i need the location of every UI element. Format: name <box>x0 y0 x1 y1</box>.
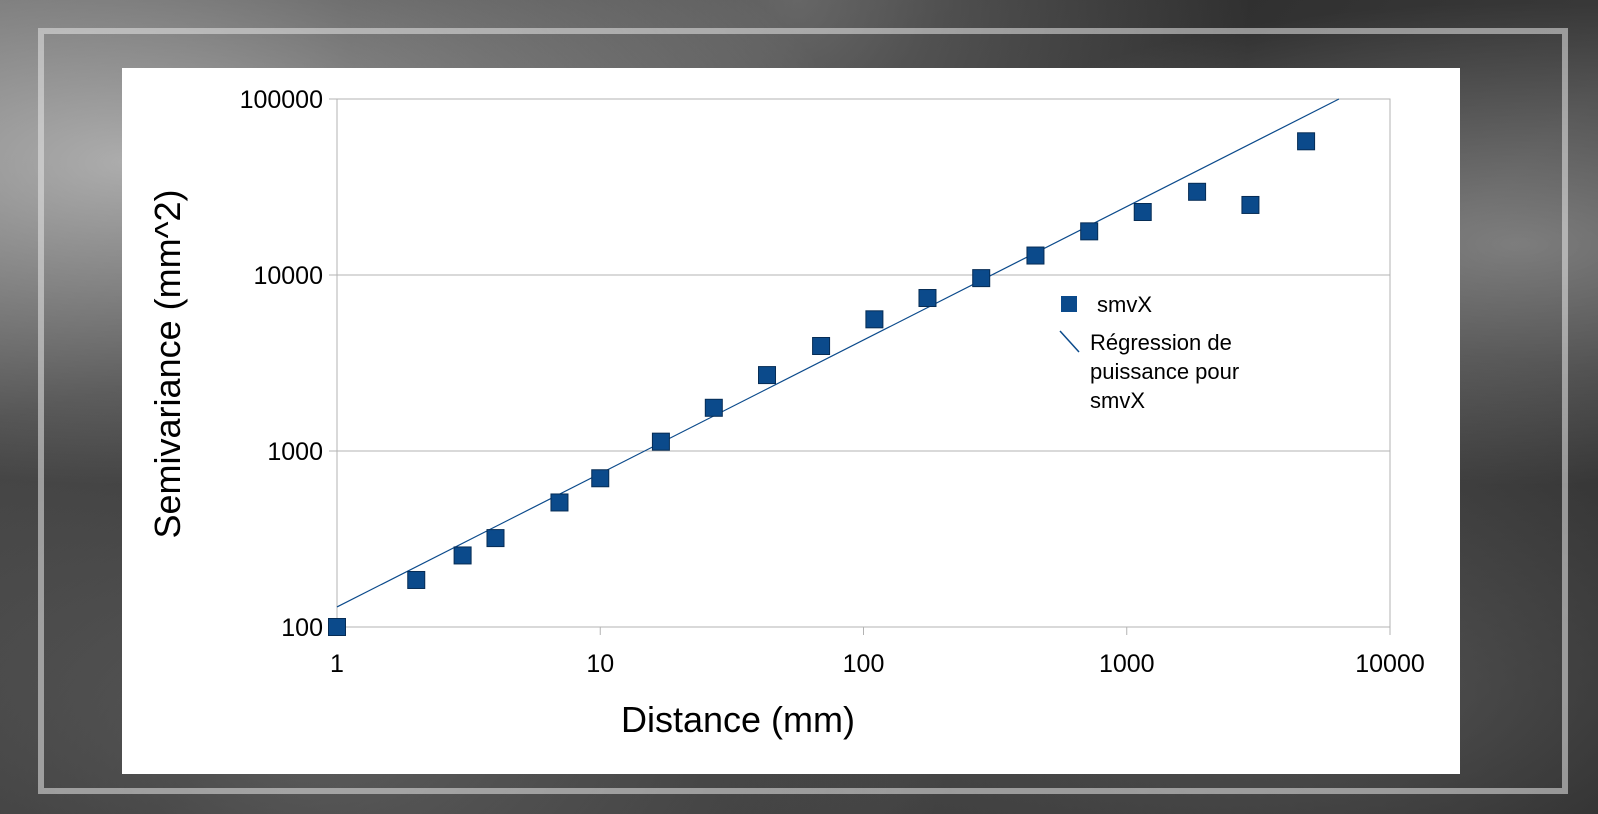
x-tick-label: 1000 <box>1099 650 1155 678</box>
legend-marker-smvX <box>1061 296 1077 312</box>
tick-labels-layer: 100 1000 10000 100000 1 10 100 1000 10000 <box>240 86 1425 678</box>
data-point <box>1188 182 1207 201</box>
data-point <box>1241 195 1260 214</box>
trendline <box>336 98 1340 608</box>
legend-label-trendline-line1: Régression de <box>1090 330 1232 355</box>
trendline-layer <box>336 98 1340 608</box>
x-tick-label: 10 <box>586 650 614 678</box>
data-point <box>328 618 346 636</box>
data-point <box>1297 132 1316 151</box>
decorative-frame <box>38 28 1568 794</box>
x-axis-title: Distance (mm) <box>621 699 855 740</box>
legend-label-smvX: smvX <box>1097 292 1152 317</box>
x-tick-label: 100 <box>843 650 885 678</box>
data-point <box>453 546 472 565</box>
grid-layer <box>329 98 1391 635</box>
data-point <box>812 336 831 355</box>
data-point <box>758 366 777 385</box>
legend-label-trendline-line3: smvX <box>1090 388 1145 413</box>
data-point <box>486 529 505 548</box>
chart-plot: 100 1000 10000 100000 1 10 100 1000 10000 Distan… <box>147 86 1425 740</box>
data-point <box>918 289 937 308</box>
y-tick-label: 10000 <box>253 262 323 290</box>
y-axis-title: Semivariance (mm^2) <box>147 190 188 539</box>
data-point <box>972 269 991 288</box>
data-point <box>550 493 569 512</box>
data-point <box>407 570 426 589</box>
x-tick-label: 10000 <box>1355 650 1425 678</box>
data-point <box>865 310 884 329</box>
y-tick-label: 1000 <box>267 438 323 466</box>
data-point <box>704 398 723 417</box>
legend-label-trendline-line2: puissance pour <box>1090 359 1239 384</box>
y-tick-label: 100000 <box>240 86 323 114</box>
data-points-layer <box>328 132 1316 636</box>
data-point <box>1026 246 1045 265</box>
legend-marker-trendline <box>1059 330 1080 353</box>
y-tick-label: 100 <box>281 614 323 642</box>
data-point <box>1133 203 1152 222</box>
data-point <box>591 469 610 488</box>
legend: smvX Régression de puissance pour smvX <box>1059 292 1239 413</box>
data-point <box>1080 222 1099 241</box>
data-point <box>651 432 670 451</box>
x-tick-label: 1 <box>330 650 344 678</box>
chart-card: 100 1000 10000 100000 1 10 100 1000 10000 Distan… <box>122 68 1460 774</box>
